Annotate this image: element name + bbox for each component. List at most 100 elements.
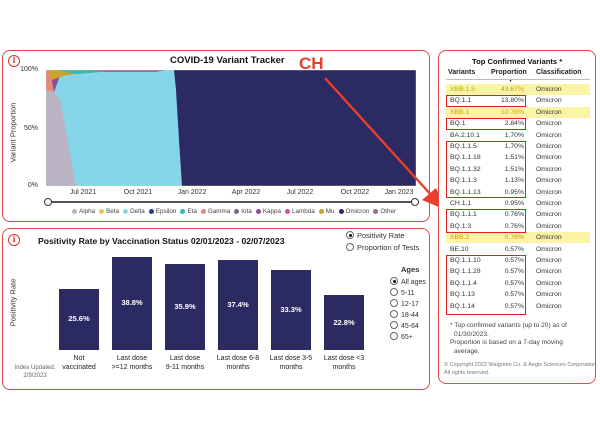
info-icon[interactable]: i [8, 55, 20, 67]
legend-item[interactable]: Iota [234, 208, 252, 215]
age-radio[interactable] [390, 332, 398, 340]
age-option[interactable]: 5-11 [390, 288, 415, 297]
bar[interactable] [324, 295, 364, 350]
table-row[interactable]: BQ.1.1 13.80% Omicron [446, 95, 590, 106]
age-radio[interactable] [390, 310, 398, 318]
legend-item[interactable]: Lambda [285, 208, 315, 215]
cell-classification: Omicron [536, 188, 562, 196]
legend-item[interactable]: Eta [180, 208, 197, 215]
age-option[interactable]: 12-17 [390, 299, 419, 308]
cell-classification: Omicron [536, 120, 562, 128]
cell-variant: BQ.1.1.18 [450, 154, 481, 162]
legend-item[interactable]: Gamma [200, 208, 230, 215]
y-tick: 100% [20, 66, 38, 73]
option-positivity-rate[interactable]: Positivity Rate [346, 231, 405, 240]
age-radio[interactable] [390, 321, 398, 329]
header-proportion[interactable]: Proportion [491, 69, 527, 76]
category-label: Last dose 9-11 months [165, 355, 205, 371]
legend-swatch [72, 209, 77, 214]
legend-item[interactable]: Alpha [72, 208, 95, 215]
age-option[interactable]: 18-44 [390, 310, 419, 319]
cell-proportion: 0.57% [504, 257, 524, 264]
table-row[interactable]: BQ.1 2.84% Omicron [446, 118, 590, 129]
table-row[interactable]: CH.1.1 0.95% Omicron [446, 198, 590, 209]
legend-item[interactable]: Beta [99, 208, 119, 215]
cell-proportion: 2.84% [504, 120, 524, 128]
legend-label: Eta [187, 208, 197, 215]
radio-proportion-of-tests[interactable] [346, 243, 354, 251]
legend-label: Mu [325, 208, 335, 215]
age-radio[interactable] [390, 277, 398, 285]
cell-classification: Omicron [536, 108, 562, 116]
table-row[interactable]: BQ.1.1.18 1.51% Omicron [446, 152, 590, 163]
slider-handle-end[interactable] [411, 198, 419, 206]
table-row[interactable]: BQ.1.1.5 1.70% Omicron [446, 141, 590, 152]
radio-positivity-rate[interactable] [346, 231, 354, 239]
table-row[interactable]: BQ.1.13 0.57% Omicron [446, 289, 590, 300]
cell-proportion: 1.51% [504, 154, 524, 162]
legend-item[interactable]: Omicron [338, 208, 369, 215]
table-row[interactable]: BQ.1.1.1 0.76% Omicron [446, 209, 590, 220]
header-variants[interactable]: Variants [448, 69, 476, 76]
cell-proportion: 0.57% [504, 302, 524, 310]
legend-item[interactable]: Other [373, 208, 396, 215]
cell-variant: BQ.1.1.3 [450, 177, 477, 185]
cell-variant: BQ.1.1.28 [450, 268, 481, 276]
cell-classification: Omicron [536, 268, 562, 276]
info-icon[interactable]: i [8, 234, 20, 246]
bar[interactable] [112, 256, 152, 350]
cell-proportion: 1.70% [504, 131, 524, 139]
table-row[interactable]: BQ.1.1.10 0.57% Omicron [446, 255, 590, 266]
table-row[interactable]: XBB.1.5 43.67% Omicron [446, 84, 590, 96]
bar[interactable] [218, 260, 258, 350]
table-row[interactable]: BQ.1.1.32 1.51% Omicron [446, 164, 590, 175]
legend-label: Delta [130, 208, 145, 215]
cell-proportion: 0.95% [504, 188, 524, 196]
cell-variant: BA.2.10.1 [450, 131, 480, 139]
table-row[interactable]: BQ.1.14 0.57% Omicron [446, 301, 590, 312]
bar-value-label: 33.3% [280, 305, 302, 315]
highlight-box [446, 209, 526, 233]
header-classification[interactable]: Classification [536, 69, 582, 76]
age-option[interactable]: 65+ [390, 332, 413, 341]
legend-label: Iota [241, 208, 252, 215]
age-radio[interactable] [390, 288, 398, 296]
bar[interactable] [165, 263, 205, 350]
legend-item[interactable]: Kappa [255, 208, 281, 215]
x-tick: Oct 2022 [340, 189, 370, 196]
age-radio[interactable] [390, 299, 398, 307]
bar-value-label: 35.9% [174, 301, 196, 311]
table-note: average. [454, 347, 480, 355]
table-row[interactable]: BQ.1.1.4 0.57% Omicron [446, 278, 590, 289]
cell-variant: BQ.1.1.1 [450, 211, 477, 219]
table-row[interactable]: BE.10 0.57% Omicron [446, 244, 590, 255]
table-row[interactable]: BQ.1.1.3 1.13% Omicron [446, 175, 590, 186]
legend-item[interactable]: Mu [318, 208, 335, 215]
table-row[interactable]: XBB.1 10.78% Omicron [446, 106, 590, 119]
cell-classification: Omicron [536, 222, 562, 230]
cell-proportion: 1.70% [504, 143, 524, 150]
variant-area-chart[interactable] [46, 70, 416, 186]
bar[interactable] [271, 270, 311, 350]
slider-handle-start[interactable] [44, 198, 52, 206]
table-row[interactable]: BQ.1.1.28 0.57% Omicron [446, 266, 590, 277]
date-range-slider-track[interactable] [48, 201, 416, 203]
legend-item[interactable]: Epsilon [148, 208, 176, 215]
bar[interactable] [59, 288, 99, 350]
age-option[interactable]: All ages [390, 277, 426, 286]
sort-desc-icon[interactable]: ▼ [508, 78, 513, 84]
x-tick: Jul 2022 [286, 189, 314, 196]
cell-classification: Omicron [536, 154, 562, 162]
cell-classification: Omicron [536, 97, 562, 105]
cell-classification: Omicron [536, 131, 562, 139]
table-row[interactable]: BQ.1.1.13 0.95% Omicron [446, 187, 590, 198]
table-row[interactable]: BA.2.10.1 1.70% Omicron [446, 130, 590, 141]
index-updated: Index Updated: 2/9/2023 [14, 365, 56, 379]
legend-item[interactable]: Delta [123, 208, 145, 215]
table-row[interactable]: BQ.1.3 0.76% Omicron [446, 221, 590, 232]
option-proportion-of-tests[interactable]: Proportion of Tests [346, 243, 419, 252]
eta-area [56, 70, 106, 74]
age-option[interactable]: 45-64 [390, 321, 419, 330]
positivity-title: Positivity Rate by Vaccination Status 02… [38, 236, 285, 246]
table-row[interactable]: XBB.2 0.76% Omicron [446, 232, 590, 244]
